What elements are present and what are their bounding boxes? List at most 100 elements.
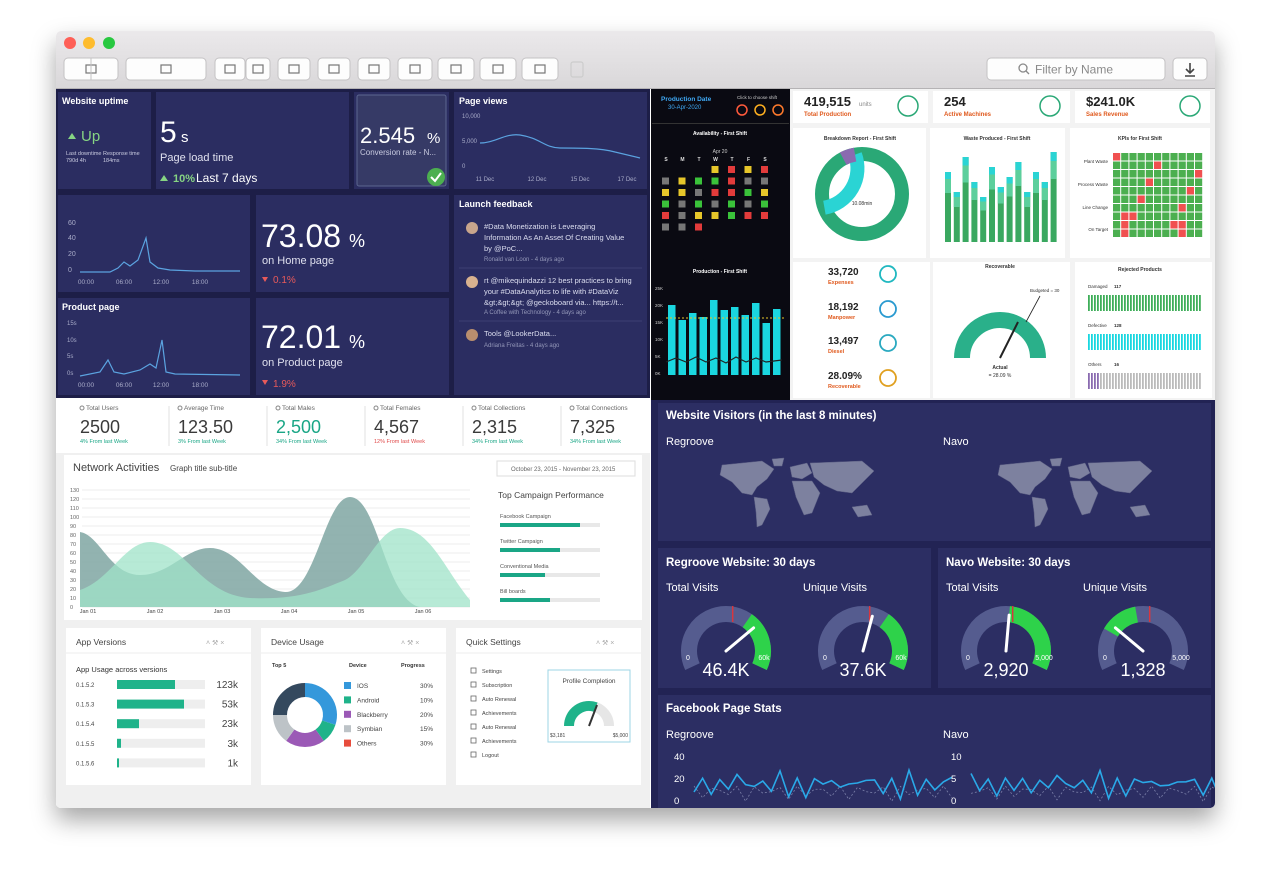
bar: [980, 197, 987, 242]
stripe: [1103, 334, 1105, 350]
label: $241.0K: [1086, 94, 1136, 109]
kpi-cell: [1195, 170, 1203, 178]
toolbar-button[interactable]: [397, 57, 433, 81]
tick-label: 40: [674, 752, 685, 763]
label: App Usage across versions: [76, 665, 168, 674]
date-picker[interactable]: [496, 460, 636, 477]
label: 13,497: [828, 336, 859, 347]
label: Unique Visits: [803, 582, 867, 594]
stripe: [1139, 295, 1141, 311]
tick-label: 110: [70, 506, 79, 512]
toolbar-button[interactable]: [245, 57, 271, 81]
toolbar-button[interactable]: [437, 57, 475, 81]
tick-label: 0K: [655, 371, 661, 376]
weekday: T: [697, 157, 700, 163]
label[interactable]: Achievements: [482, 711, 517, 717]
line: [80, 235, 240, 273]
tick-label: Jan 05: [348, 609, 365, 615]
bar: [741, 315, 749, 375]
toolbar-button[interactable]: [125, 57, 207, 81]
stripe: [1139, 373, 1141, 389]
tick-label: 90: [70, 524, 76, 530]
area: [80, 528, 470, 607]
stripe: [1175, 334, 1177, 350]
donut-segment: [304, 683, 337, 725]
calendar-day: [744, 166, 752, 173]
window-control[interactable]: [103, 37, 115, 49]
label: Total Females: [380, 405, 421, 412]
stripe: [1112, 295, 1114, 311]
kpi-cell: [1113, 170, 1121, 178]
shift-icon[interactable]: [772, 104, 784, 116]
gauge-value: 46.4K: [702, 660, 749, 680]
shift-icon[interactable]: [754, 104, 766, 116]
stripe: [1109, 334, 1111, 350]
label: Quick Settings: [466, 637, 521, 647]
bar: [752, 303, 760, 375]
button-icon: [534, 64, 546, 74]
label: Average Time: [184, 405, 224, 412]
label[interactable]: Auto Renewal: [482, 697, 516, 703]
panel-controls[interactable]: ˄ ⚒ ×: [206, 639, 224, 647]
label[interactable]: Achievements: [482, 739, 517, 745]
stripe: [1145, 334, 1147, 350]
label: 1.9%: [273, 379, 296, 390]
panel-controls[interactable]: ˄ ⚒ ×: [401, 639, 419, 647]
stripe: [1181, 295, 1183, 311]
label: 7,325: [570, 417, 615, 437]
label: Sales Revenue: [1086, 112, 1129, 118]
kpi-cell: [1170, 153, 1178, 161]
label[interactable]: Subscription: [482, 683, 512, 689]
panel-controls[interactable]: ˄ ⚒ ×: [596, 639, 614, 647]
label: Profile Completion: [562, 678, 615, 685]
label: 0.1.5.3: [76, 703, 95, 709]
setting-icon: [470, 723, 477, 730]
stripe: [1181, 334, 1183, 350]
label: 123k: [216, 680, 239, 691]
window-control[interactable]: [64, 37, 76, 49]
label: Line Change: [1082, 205, 1108, 210]
label[interactable]: Auto Renewal: [482, 725, 516, 731]
kpi-cell: [1121, 187, 1129, 195]
label: 4,567: [374, 417, 419, 437]
toolbar-button[interactable]: [357, 57, 391, 81]
button-icon: [224, 64, 236, 74]
progress-bar: [117, 738, 121, 748]
donut-segment: [273, 683, 306, 716]
gauge: [1104, 606, 1139, 637]
label[interactable]: Logout: [482, 753, 499, 759]
line: [970, 785, 1215, 803]
stripe: [1124, 295, 1126, 311]
bar: [699, 317, 707, 375]
tick-label: 20K: [655, 303, 663, 308]
label: Breakdown Report - First Shift: [824, 136, 897, 142]
label: Conversion rate - N...: [360, 148, 436, 157]
stripe: [1100, 373, 1102, 389]
kpi-cell: [1145, 178, 1153, 186]
label: 1k: [227, 758, 239, 769]
kpi-cell: [1195, 204, 1203, 212]
progress-bar: [117, 719, 139, 729]
map-region: [851, 504, 873, 518]
tick-label: 0: [686, 655, 690, 662]
label: 0.1.5.2: [76, 683, 95, 689]
toolbar-button[interactable]: [277, 57, 311, 81]
kpi-icon: [569, 405, 575, 411]
label: %: [427, 130, 440, 147]
label: Ronald van Loon - 4 days ago: [484, 257, 565, 263]
toolbar-button[interactable]: [317, 57, 351, 81]
calendar-day: [662, 212, 669, 219]
window-control[interactable]: [83, 37, 95, 49]
calendar-day: [744, 177, 752, 185]
toolbar-button[interactable]: [479, 57, 517, 81]
label: by @PoC...: [484, 244, 522, 253]
toolbar-button[interactable]: [214, 57, 246, 81]
label[interactable]: Settings: [482, 669, 502, 675]
search-field[interactable]: [986, 57, 1166, 81]
shift-icon[interactable]: [736, 104, 748, 116]
calendar-day: [728, 177, 735, 185]
tick-label: 0: [966, 655, 970, 662]
map-region: [1049, 457, 1063, 467]
tick-label: 15s: [67, 321, 77, 327]
toolbar-button[interactable]: [521, 57, 559, 81]
